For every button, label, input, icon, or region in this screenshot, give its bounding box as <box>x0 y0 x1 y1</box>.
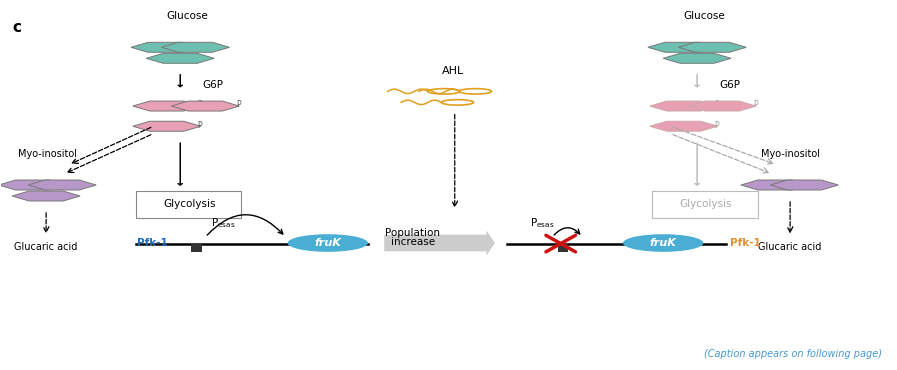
Polygon shape <box>133 101 201 111</box>
Text: P: P <box>714 100 718 110</box>
Text: P: P <box>197 100 202 110</box>
Text: increase: increase <box>391 237 435 247</box>
Text: Glucaric acid: Glucaric acid <box>14 242 78 252</box>
Polygon shape <box>146 53 214 63</box>
Text: Glucaric acid: Glucaric acid <box>758 242 822 252</box>
Text: Glucose: Glucose <box>684 11 725 21</box>
Polygon shape <box>649 121 718 131</box>
Polygon shape <box>171 101 239 111</box>
Text: AHL: AHL <box>442 66 464 76</box>
Text: G6P: G6P <box>719 80 740 90</box>
Text: Population: Population <box>385 228 440 238</box>
FancyBboxPatch shape <box>191 244 202 252</box>
FancyArrowPatch shape <box>207 215 283 235</box>
Text: P: P <box>714 121 718 130</box>
Text: P: P <box>237 100 241 110</box>
Polygon shape <box>13 191 80 201</box>
FancyArrowPatch shape <box>554 228 579 235</box>
Text: P: P <box>753 100 758 110</box>
Text: P$_{\mathsf{esas}}$: P$_{\mathsf{esas}}$ <box>211 216 235 230</box>
Text: P$_{\mathsf{esas}}$: P$_{\mathsf{esas}}$ <box>530 216 554 230</box>
Polygon shape <box>771 180 839 190</box>
Polygon shape <box>133 121 201 131</box>
Ellipse shape <box>288 234 368 252</box>
Polygon shape <box>688 101 756 111</box>
Ellipse shape <box>623 234 703 252</box>
Text: Glucose: Glucose <box>167 11 208 21</box>
Polygon shape <box>161 42 230 52</box>
Text: c: c <box>13 20 22 35</box>
FancyBboxPatch shape <box>558 244 569 252</box>
Text: fruK: fruK <box>314 238 341 248</box>
Text: Myo-inositol: Myo-inositol <box>18 149 77 159</box>
Text: Myo-inositol: Myo-inositol <box>761 149 820 159</box>
Polygon shape <box>678 42 746 52</box>
Polygon shape <box>649 101 718 111</box>
Polygon shape <box>28 180 96 190</box>
Text: Pfk-1: Pfk-1 <box>137 238 168 248</box>
Polygon shape <box>741 180 809 190</box>
FancyBboxPatch shape <box>652 191 758 218</box>
FancyBboxPatch shape <box>135 191 241 218</box>
Text: Glycolysis: Glycolysis <box>163 199 215 209</box>
Text: fruK: fruK <box>649 238 676 248</box>
Text: P: P <box>197 121 202 130</box>
Polygon shape <box>663 53 731 63</box>
Text: G6P: G6P <box>203 80 223 90</box>
Polygon shape <box>131 42 199 52</box>
Polygon shape <box>648 42 716 52</box>
Text: (Caption appears on following page): (Caption appears on following page) <box>704 349 882 359</box>
Polygon shape <box>0 180 66 190</box>
Text: Pfk-1: Pfk-1 <box>730 238 761 248</box>
Text: Glycolysis: Glycolysis <box>680 199 732 209</box>
